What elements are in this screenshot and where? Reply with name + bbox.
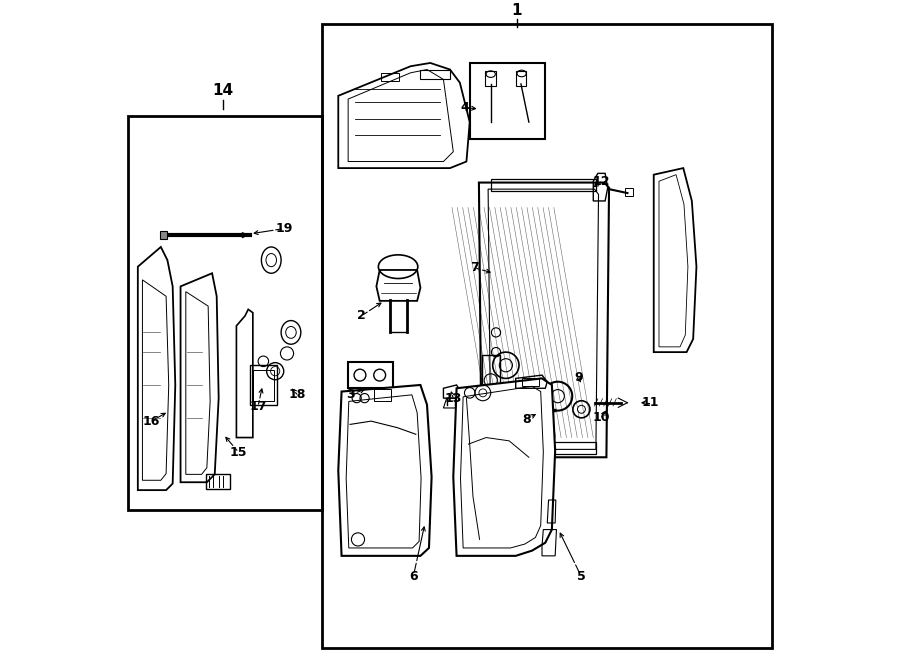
Bar: [420, 69, 450, 79]
Text: 16: 16: [143, 414, 160, 428]
Bar: [522, 378, 539, 386]
Text: 1: 1: [512, 3, 522, 19]
Bar: [374, 389, 391, 401]
Bar: [159, 231, 167, 239]
Text: 8: 8: [523, 412, 531, 426]
Bar: [470, 63, 545, 139]
Bar: [516, 71, 526, 86]
Bar: [249, 366, 277, 405]
Bar: [381, 73, 400, 81]
Text: 12: 12: [592, 175, 610, 188]
Bar: [485, 71, 496, 86]
Text: 3: 3: [346, 388, 355, 401]
Text: 4: 4: [460, 101, 469, 114]
Text: 5: 5: [577, 570, 586, 584]
Text: 10: 10: [592, 411, 610, 424]
Polygon shape: [454, 378, 555, 556]
Bar: [491, 179, 596, 191]
Polygon shape: [338, 385, 432, 556]
Bar: [253, 370, 274, 401]
Text: 17: 17: [249, 399, 266, 412]
Text: 14: 14: [212, 83, 234, 98]
Text: 15: 15: [230, 446, 248, 459]
Text: 6: 6: [409, 570, 418, 584]
Polygon shape: [479, 182, 609, 457]
Bar: [491, 442, 596, 454]
Bar: [205, 475, 230, 489]
Bar: [626, 188, 634, 196]
Bar: [482, 356, 500, 405]
Text: 2: 2: [357, 309, 365, 323]
Text: 7: 7: [471, 262, 480, 274]
Bar: [348, 362, 392, 388]
Bar: [322, 24, 772, 648]
Bar: [128, 116, 322, 510]
Text: 19: 19: [275, 222, 293, 235]
Text: 11: 11: [642, 396, 659, 409]
Text: 13: 13: [445, 391, 462, 405]
Text: 18: 18: [289, 388, 306, 401]
Text: 9: 9: [574, 371, 583, 383]
